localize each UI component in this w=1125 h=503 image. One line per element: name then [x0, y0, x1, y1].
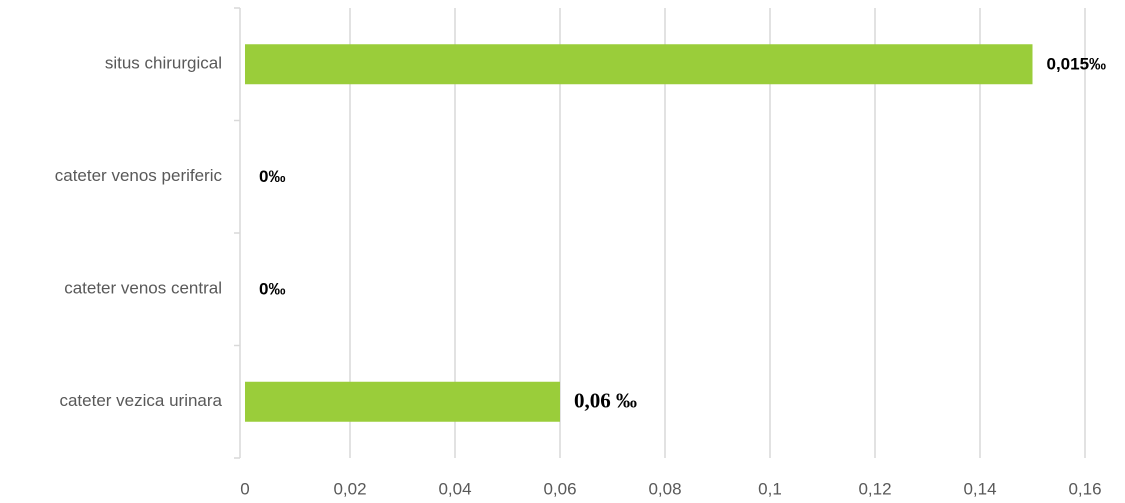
y-tick-label: cateter venos periferic [55, 166, 223, 185]
y-tick-label: cateter venos central [64, 279, 222, 298]
value-label: 0‰ [259, 280, 285, 299]
bar [245, 44, 1033, 85]
x-tick-label: 0,16 [1068, 479, 1101, 498]
bar [245, 381, 560, 422]
value-label: 0,015‰ [1047, 55, 1107, 74]
x-tick-label: 0,02 [333, 479, 366, 498]
value-label: 0,06 ‰ [574, 389, 637, 413]
x-tick-label: 0,06 [543, 479, 576, 498]
x-tick-label: 0,1 [758, 479, 782, 498]
value-label: 0‰ [259, 167, 285, 186]
x-tick-label: 0,14 [963, 479, 996, 498]
x-tick-label: 0,04 [438, 479, 471, 498]
x-tick-label: 0 [240, 479, 249, 498]
x-tick-label: 0,08 [648, 479, 681, 498]
y-tick-label: situs chirurgical [105, 54, 222, 73]
y-tick-label: cateter vezica urinara [59, 391, 222, 410]
x-tick-label: 0,12 [858, 479, 891, 498]
